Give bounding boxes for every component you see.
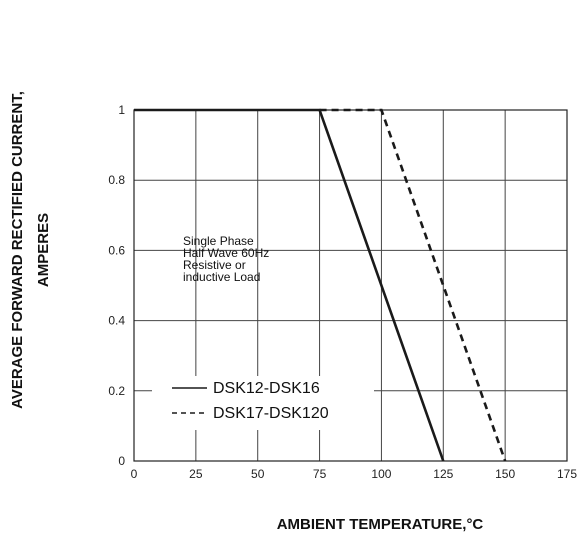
series-line-dsk17-dsk120 bbox=[319, 108, 507, 462]
legend-background bbox=[152, 376, 374, 430]
legend: DSK12-DSK16 DSK17-DSK120 bbox=[152, 376, 374, 430]
y-tick-labels: 0 0.2 0.4 0.6 0.8 1 bbox=[108, 103, 125, 468]
note-line: Single Phase bbox=[183, 234, 254, 248]
note-line: inductive Load bbox=[183, 270, 260, 284]
x-tick-label: 125 bbox=[433, 467, 453, 481]
x-tick-label: 100 bbox=[371, 467, 391, 481]
x-tick-label: 50 bbox=[251, 467, 265, 481]
y-tick-label: 1 bbox=[118, 103, 125, 117]
y-tick-label: 0.2 bbox=[108, 384, 125, 398]
y-axis-title-line-1: AVERAGE FORWARD RECTIFIED CURRENT, bbox=[9, 91, 26, 409]
legend-label: DSK12-DSK16 bbox=[213, 380, 320, 397]
y-tick-label: 0.8 bbox=[108, 173, 125, 187]
x-tick-label: 175 bbox=[557, 467, 577, 481]
y-axis-title-line-2: AMPERES bbox=[35, 213, 52, 287]
y-tick-label: 0 bbox=[118, 454, 125, 468]
x-tick-label: 75 bbox=[313, 467, 327, 481]
legend-label: DSK17-DSK120 bbox=[213, 405, 329, 422]
x-tick-label: 25 bbox=[189, 467, 203, 481]
x-axis-title: AMBIENT TEMPERATURE,°C bbox=[277, 516, 484, 533]
series-group bbox=[134, 108, 507, 462]
y-tick-label: 0.6 bbox=[108, 243, 125, 257]
y-tick-label: 0.4 bbox=[108, 314, 125, 328]
note-line: Resistive or bbox=[183, 258, 246, 272]
x-tick-labels: 0 25 50 75 100 125 150 175 bbox=[131, 467, 578, 481]
x-tick-label: 150 bbox=[495, 467, 515, 481]
x-tick-label: 0 bbox=[131, 467, 138, 481]
load-condition-note: Single Phase Half Wave 60Hz Resistive or in… bbox=[183, 234, 269, 284]
note-line: Half Wave 60Hz bbox=[183, 246, 269, 260]
